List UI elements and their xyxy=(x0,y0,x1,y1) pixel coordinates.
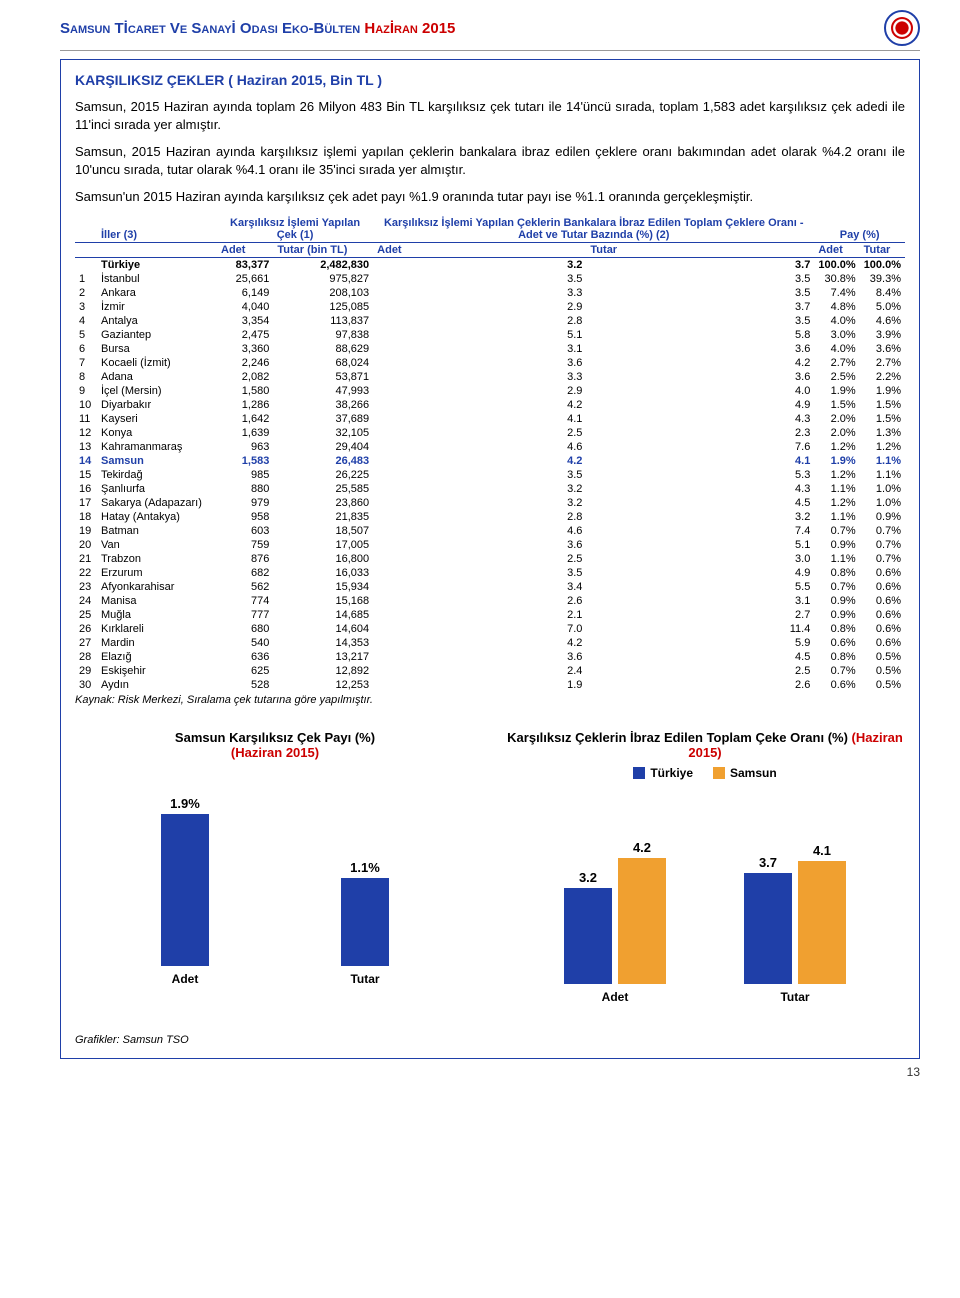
page-number: 13 xyxy=(60,1065,920,1079)
table-row: 30Aydın52812,2531.92.60.6%0.5% xyxy=(75,678,905,692)
table-row: 1İstanbul25,661975,8273.53.530.8%39.3% xyxy=(75,272,905,286)
table-row: 5Gaziantep2,47597,8385.15.83.0%3.9% xyxy=(75,328,905,342)
paragraph-3: Samsun'un 2015 Haziran ayında karşılıksı… xyxy=(75,188,905,206)
data-table: İller (3) Karşılıksız İşlemi Yapılan Çek… xyxy=(75,216,905,692)
logo-icon xyxy=(884,10,920,46)
paragraph-1: Samsun, 2015 Haziran ayında toplam 26 Mi… xyxy=(75,98,905,133)
th-cek: Karşılıksız İşlemi Yapılan Çek (1) xyxy=(217,216,373,243)
sub-tutar-3: Tutar xyxy=(860,242,905,257)
sub-tutarbin: Tutar (bin TL) xyxy=(273,242,373,257)
table-row: 24Manisa77415,1682.63.10.9%0.6% xyxy=(75,594,905,608)
table-row: 14Samsun1,58326,4834.24.11.9%1.1% xyxy=(75,454,905,468)
table-row: 2Ankara6,149208,1033.33.57.4%8.4% xyxy=(75,286,905,300)
chart1-title: Samsun Karşılıksız Çek Payı (%) (Haziran… xyxy=(175,730,375,760)
table-row: 12Konya1,63932,1052.52.32.0%1.3% xyxy=(75,426,905,440)
legend-item: Samsun xyxy=(713,766,777,780)
table-row: 19Batman60318,5074.67.40.7%0.7% xyxy=(75,524,905,538)
table-row: 18Hatay (Antakya)95821,8352.83.21.1%0.9% xyxy=(75,510,905,524)
sub-adet-2: Adet xyxy=(373,242,586,257)
paragraph-2: Samsun, 2015 Haziran ayında karşılıksız … xyxy=(75,143,905,178)
table-row: Türkiye83,3772,482,8303.23.7100.0%100.0% xyxy=(75,257,905,272)
table-row: 20Van75917,0053.65.10.9%0.7% xyxy=(75,538,905,552)
header-title-text: Samsun Tİcaret Ve Sanayİ Odası Eko-Bülte… xyxy=(60,20,364,37)
header-title: Samsun Tİcaret Ve Sanayİ Odası Eko-Bülte… xyxy=(60,20,455,37)
chart-1: Samsun Karşılıksız Çek Payı (%) (Haziran… xyxy=(75,730,475,1004)
chart-source: Grafikler: Samsun TSO xyxy=(75,1034,905,1046)
page-header: Samsun Tİcaret Ve Sanayİ Odası Eko-Bülte… xyxy=(60,10,920,51)
table-row: 25Muğla77714,6852.12.70.9%0.6% xyxy=(75,608,905,622)
table-row: 6Bursa3,36088,6293.13.64.0%3.6% xyxy=(75,342,905,356)
chart2-bar-group: 3.74.1 xyxy=(744,843,846,984)
chart1-bar: 1.9% xyxy=(161,796,209,966)
legend-item: Türkiye xyxy=(633,766,693,780)
table-row: 15Tekirdağ98526,2253.55.31.2%1.1% xyxy=(75,468,905,482)
table-row: 17Sakarya (Adapazarı)97923,8603.24.51.2%… xyxy=(75,496,905,510)
section-title: KARŞILIKSIZ ÇEKLER ( Haziran 2015, Bin T… xyxy=(75,72,905,88)
table-row: 8Adana2,08253,8713.33.62.5%2.2% xyxy=(75,370,905,384)
header-title-date: Hazİran 2015 xyxy=(364,20,455,37)
sub-adet-1: Adet xyxy=(217,242,273,257)
table-row: 22Erzurum68216,0333.54.90.8%0.6% xyxy=(75,566,905,580)
table-row: 16Şanlıurfa88025,5853.24.31.1%1.0% xyxy=(75,482,905,496)
sub-adet-3: Adet xyxy=(814,242,859,257)
table-row: 28Elazığ63613,2173.64.50.8%0.5% xyxy=(75,650,905,664)
sub-tutar-2: Tutar xyxy=(586,242,814,257)
th-oran: Karşılıksız İşlemi Yapılan Çeklerin Bank… xyxy=(373,216,814,243)
chart1-bar: 1.1% xyxy=(341,860,389,966)
table-row: 26Kırklareli68014,6047.011.40.8%0.6% xyxy=(75,622,905,636)
chart-2: Karşılıksız Çeklerin İbraz Edilen Toplam… xyxy=(505,730,905,1004)
table-row: 10Diyarbakır1,28638,2664.24.91.5%1.5% xyxy=(75,398,905,412)
charts-row: Samsun Karşılıksız Çek Payı (%) (Haziran… xyxy=(75,730,905,1004)
th-pay: Pay (%) xyxy=(814,216,905,243)
chart2-title: Karşılıksız Çeklerin İbraz Edilen Toplam… xyxy=(505,730,905,760)
table-row: 4Antalya3,354113,8372.83.54.0%4.6% xyxy=(75,314,905,328)
table-row: 23Afyonkarahisar56215,9343.45.50.7%0.6% xyxy=(75,580,905,594)
table-row: 27Mardin54014,3534.25.90.6%0.6% xyxy=(75,636,905,650)
table-row: 7Kocaeli (İzmit)2,24668,0243.64.22.7%2.7… xyxy=(75,356,905,370)
content-box: KARŞILIKSIZ ÇEKLER ( Haziran 2015, Bin T… xyxy=(60,59,920,1059)
chart2-bar-group: 3.24.2 xyxy=(564,840,666,984)
table-row: 9İçel (Mersin)1,58047,9932.94.01.9%1.9% xyxy=(75,384,905,398)
table-row: 3İzmir4,040125,0852.93.74.8%5.0% xyxy=(75,300,905,314)
table-row: 21Trabzon87616,8002.53.01.1%0.7% xyxy=(75,552,905,566)
table-footnote: Kaynak: Risk Merkezi, Sıralama çek tutar… xyxy=(75,694,905,706)
table-row: 13Kahramanmaraş96329,4044.67.61.2%1.2% xyxy=(75,440,905,454)
th-iller: İller (3) xyxy=(97,216,217,243)
table-row: 11Kayseri1,64237,6894.14.32.0%1.5% xyxy=(75,412,905,426)
table-row: 29Eskişehir62512,8922.42.50.7%0.5% xyxy=(75,664,905,678)
